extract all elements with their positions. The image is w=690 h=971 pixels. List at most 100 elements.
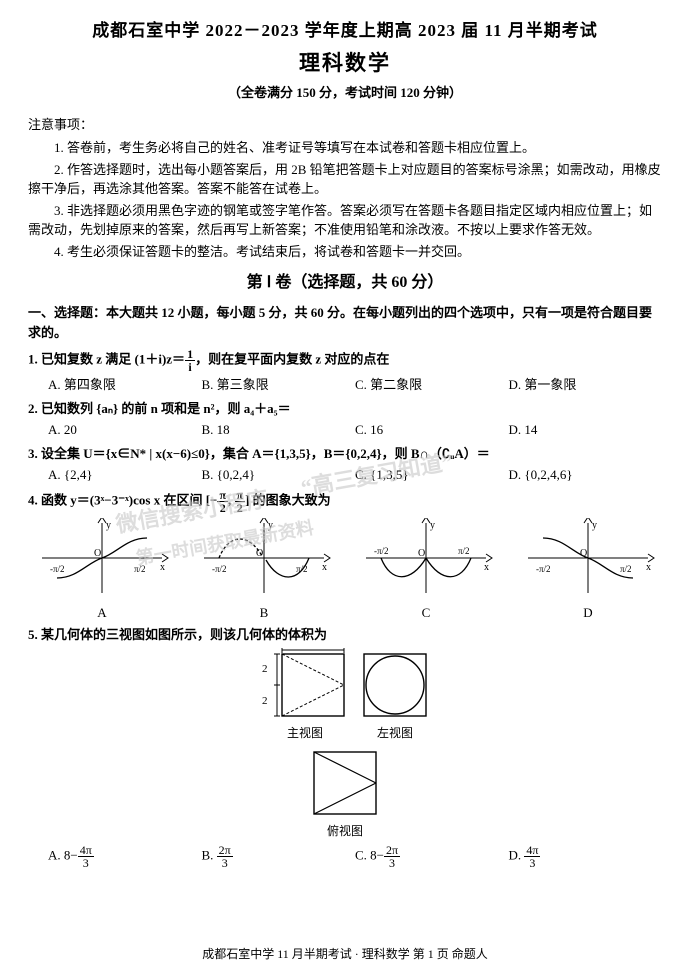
q4-graph-b: O y x -π/2 π/2 (194, 518, 334, 598)
q4-graph-c: O y x -π/2 π/2 (356, 518, 496, 598)
q5-opt-b: B. 2π3 (202, 844, 356, 869)
q4-stem: 4. 函数 y＝(3ˣ−3⁻ˣ)cos x 在区间 [−π2, π2] 的图象大… (28, 489, 662, 514)
frac-den: 3 (384, 857, 400, 869)
q4-graph-b-wrap: O y x -π/2 π/2 B (194, 518, 334, 623)
opt-text: C. 8− (355, 847, 384, 862)
exam-subtitle: （全卷满分 150 分，考试时间 120 分钟） (28, 83, 662, 103)
q5-opt-c: C. 8−2π3 (355, 844, 509, 869)
frac-num: π (235, 489, 246, 502)
svg-text:-π/2: -π/2 (374, 546, 389, 556)
frac-num: π (217, 489, 228, 502)
q4-label-a: A (32, 603, 172, 623)
notice-item: 2. 作答选择题时，选出每小题答案后，用 2B 铅笔把答题卡上对应题目的答案标号… (28, 160, 662, 199)
q5-opt-a: A. 8−4π3 (48, 844, 202, 869)
exam-title-line1: 成都石室中学 2022－2023 学年度上期高 2023 届 11 月半期考试 (28, 18, 662, 44)
q3-opt-b: B. {0,2,4} (202, 465, 356, 485)
q1-opt-d: D. 第一象限 (509, 375, 663, 395)
svg-text:x: x (322, 562, 327, 573)
frac-den: 2 (217, 502, 228, 514)
q5-top-label: 俯视图 (310, 822, 380, 840)
q3-opt-d: D. {0,2,4,6} (509, 465, 663, 485)
q4-graph-a: O y x -π/2 π/2 (32, 518, 172, 598)
svg-text:O: O (94, 548, 101, 559)
svg-text:π/2: π/2 (134, 564, 146, 574)
q5-left-svg (360, 648, 430, 724)
q5-views: 2 2 主视图 左视图 俯视图 (28, 648, 662, 840)
q4-label-d: D (518, 603, 658, 623)
opt-text: D. (509, 847, 525, 862)
section1-instruction: 一、选择题：本大题共 12 小题，每小题 5 分，共 60 分。在每小题列出的四… (28, 303, 662, 342)
svg-text:x: x (160, 562, 165, 573)
q4-graph-c-wrap: O y x -π/2 π/2 C (356, 518, 496, 623)
q2-opt-b: B. 18 (202, 420, 356, 440)
q1-stem: 1. 已知复数 z 满足 (1＋i)z＝1i，则在复平面内复数 z 对应的点在 (28, 348, 662, 373)
opt-text: B. (202, 847, 217, 862)
q3-options: A. {2,4} B. {0,2,4} C. {1,3,5} D. {0,2,4… (28, 465, 662, 485)
q1-text-b: ，则在复平面内复数 z 对应的点在 (195, 351, 389, 366)
q3-opt-a: A. {2,4} (48, 465, 202, 485)
svg-text:π/2: π/2 (458, 546, 470, 556)
notice-heading: 注意事项： (28, 115, 662, 135)
frac-den: 3 (524, 857, 540, 869)
q1-fraction: 1i (185, 348, 195, 373)
q5-top-svg (310, 746, 380, 822)
q5-left-label: 左视图 (360, 724, 430, 742)
svg-text:y: y (268, 520, 273, 531)
svg-text:-π/2: -π/2 (50, 564, 65, 574)
q2-opt-a: A. 20 (48, 420, 202, 440)
svg-text:x: x (646, 562, 651, 573)
q2-opt-c: C. 16 (355, 420, 509, 440)
q2-stem: 2. 已知数列 {aₙ} 的前 n 项和是 n²，则 a₄＋a₅＝ (28, 399, 662, 419)
exam-title-line2: 理科数学 (28, 48, 662, 80)
q5-frac-c: 2π3 (384, 844, 400, 869)
q4-label-b: B (194, 603, 334, 623)
opt-text: A. 8− (48, 847, 78, 862)
q5-top-view: 俯视图 (310, 746, 380, 840)
svg-text:y: y (592, 520, 597, 531)
q5-stem: 5. 某几何体的三视图如图所示，则该几何体的体积为 (28, 625, 662, 645)
q5-row2: 俯视图 (310, 746, 380, 840)
svg-text:x: x (484, 562, 489, 573)
notice-item: 3. 非选择题必须用黑色字迹的钢笔或签字笔作答。答案必须写在答题卡各题目指定区域… (28, 201, 662, 240)
section1-heading: 第 Ⅰ 卷（选择题，共 60 分） (28, 271, 662, 295)
q5-left-view: 左视图 (360, 648, 430, 742)
q4-graph-d-wrap: O y x -π/2 π/2 D (518, 518, 658, 623)
q4-frac2: π2 (235, 489, 246, 514)
q3-stem: 3. 设全集 U＝{x∈N* | x(x−6)≤0}，集合 A＝{1,3,5}，… (28, 444, 662, 464)
q1-options: A. 第四象限 B. 第三象限 C. 第二象限 D. 第一象限 (28, 375, 662, 395)
svg-text:π/2: π/2 (620, 564, 632, 574)
q1-opt-a: A. 第四象限 (48, 375, 202, 395)
frac-den: 3 (78, 857, 94, 869)
q4-graphs: O y x -π/2 π/2 A O y x -π/2 π/2 B (28, 518, 662, 623)
q1-opt-b: B. 第三象限 (202, 375, 356, 395)
q5-main-label: 主视图 (260, 724, 350, 742)
svg-text:y: y (106, 520, 111, 531)
frac-den: i (185, 361, 195, 373)
dim-2a: 2 (262, 663, 268, 675)
dim-2b: 2 (262, 695, 268, 707)
q4-text-c: ] 的图象大致为 (245, 492, 331, 507)
q5-frac-a: 4π3 (78, 844, 94, 869)
q4-graph-a-wrap: O y x -π/2 π/2 A (32, 518, 172, 623)
q5-opt-d: D. 4π3 (509, 844, 663, 869)
svg-text:-π/2: -π/2 (212, 564, 227, 574)
q5-main-view: 2 2 主视图 (260, 648, 350, 742)
svg-text:y: y (430, 520, 435, 531)
q4-text-a: 4. 函数 y＝(3ˣ−3⁻ˣ)cos x 在区间 [− (28, 492, 217, 507)
q4-frac1: π2 (217, 489, 228, 514)
q5-row1: 2 2 主视图 左视图 (260, 648, 430, 742)
frac-den: 2 (235, 502, 246, 514)
page-footer: 成都石室中学 11 月半期考试 · 理科数学 第 1 页 命题人 (0, 945, 690, 963)
q5-main-svg: 2 2 (260, 648, 350, 724)
q4-label-c: C (356, 603, 496, 623)
q5-frac-d: 4π3 (524, 844, 540, 869)
frac-den: 3 (217, 857, 233, 869)
notice-item: 4. 考生必须保证答题卡的整洁。考试结束后，将试卷和答题卡一并交回。 (28, 242, 662, 262)
q3-opt-c: C. {1,3,5} (355, 465, 509, 485)
q2-opt-d: D. 14 (509, 420, 663, 440)
svg-text:O: O (418, 548, 425, 559)
notice-item: 1. 答卷前，考生务必将自己的姓名、准考证号等填写在本试卷和答题卡相应位置上。 (28, 138, 662, 158)
svg-text:-π/2: -π/2 (536, 564, 551, 574)
q2-options: A. 20 B. 18 C. 16 D. 14 (28, 420, 662, 440)
q4-graph-d: O y x -π/2 π/2 (518, 518, 658, 598)
